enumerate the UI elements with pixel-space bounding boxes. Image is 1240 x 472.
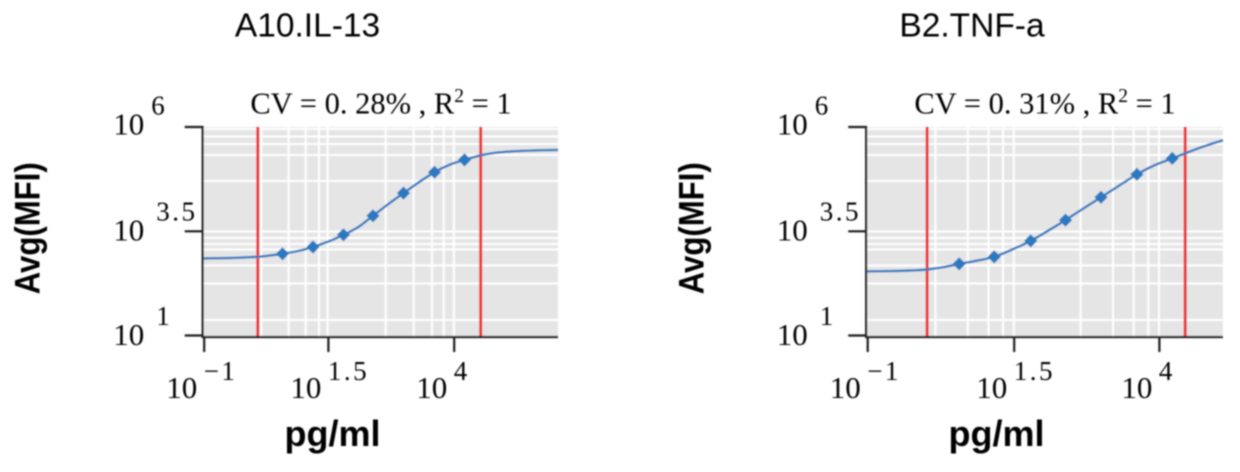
svg-text:Avg(MFI): Avg(MFI) bbox=[673, 162, 712, 294]
svg-text:Avg(MFI): Avg(MFI) bbox=[9, 162, 48, 294]
svg-text:B2.TNF-a: B2.TNF-a bbox=[899, 8, 1045, 45]
svg-text:CV = 0. 28% , R2 = 1: CV = 0. 28% , R2 = 1 bbox=[250, 86, 511, 121]
svg-text:pg/ml: pg/ml bbox=[949, 413, 1045, 454]
svg-text:pg/ml: pg/ml bbox=[285, 413, 381, 454]
svg-text:CV = 0. 31% , R2 = 1: CV = 0. 31% , R2 = 1 bbox=[914, 86, 1175, 121]
svg-text:A10.IL-13: A10.IL-13 bbox=[235, 8, 380, 45]
